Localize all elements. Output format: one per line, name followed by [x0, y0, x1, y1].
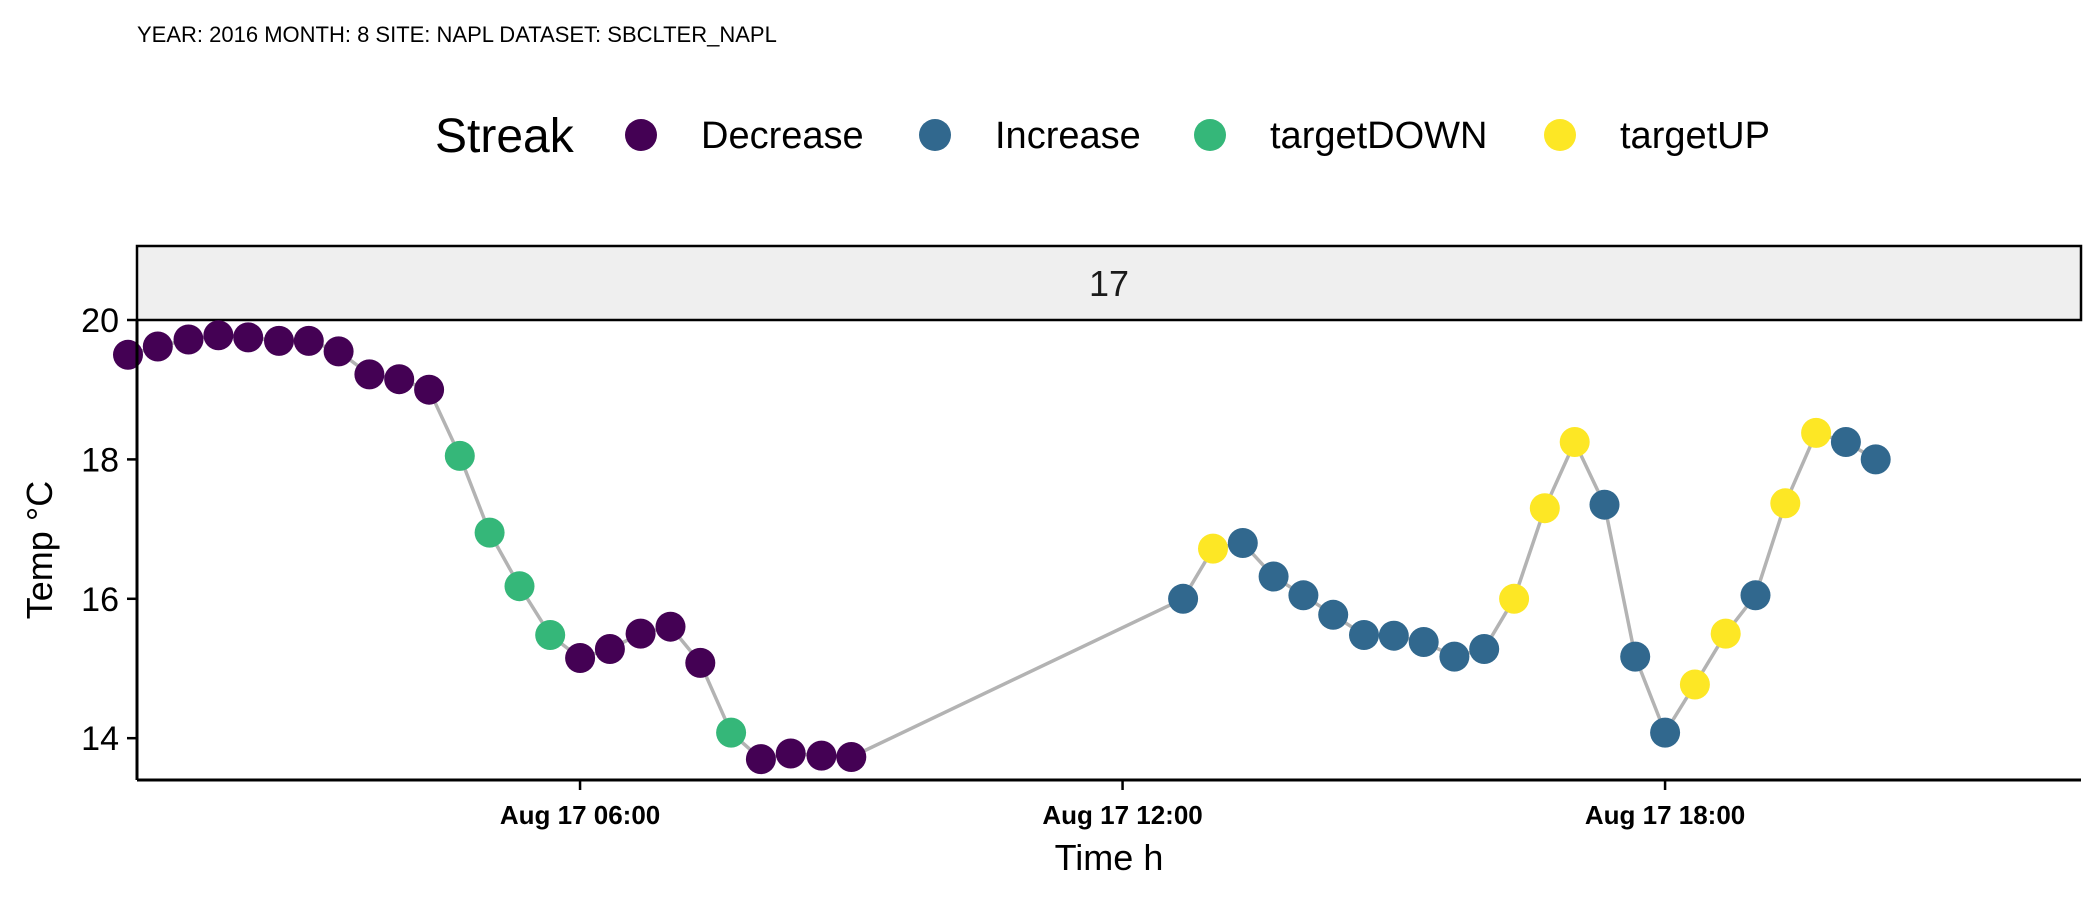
data-point-increase [1620, 641, 1651, 672]
legend: Streak Decrease Increase targetDOWN targetU… [435, 110, 1770, 163]
data-point-decrease [293, 325, 324, 356]
y-tick-label: 20 [81, 302, 119, 340]
data-point-increase [1258, 561, 1289, 592]
data-point-decrease [625, 618, 656, 649]
data-point-decrease [323, 336, 354, 367]
data-point-targetup [1499, 583, 1530, 614]
data-point-decrease [806, 740, 837, 771]
data-point-decrease [264, 325, 294, 356]
data-point-targetdown [716, 717, 747, 748]
data-point-increase [1830, 427, 1861, 457]
data-point-increase [1349, 620, 1379, 650]
data-point-increase [1168, 583, 1199, 614]
data-point-decrease [745, 744, 776, 775]
y-axis-title: Temp °C [19, 481, 60, 619]
data-point-decrease [836, 742, 867, 772]
data-point-increase [1408, 627, 1439, 657]
y-ticks: 14 16 18 20 [81, 302, 137, 758]
facet-strip: 17 [135, 244, 2083, 322]
y-tick-label: 18 [81, 441, 119, 479]
x-ticks: Aug 17 06:00 Aug 17 12:00 Aug 17 18:00 [500, 780, 1745, 830]
legend-title: Streak [435, 110, 575, 163]
data-point-increase [1227, 528, 1258, 558]
legend-key-targetup [1544, 119, 1576, 151]
data-point-decrease [775, 738, 806, 769]
data-point-increase [1439, 641, 1470, 672]
data-point-targetup [1801, 417, 1832, 448]
data-points [113, 320, 1891, 775]
data-point-targetdown [504, 571, 535, 602]
data-point-targetup [1529, 493, 1560, 524]
legend-key-decrease [625, 119, 657, 151]
data-point-targetdown [444, 440, 475, 471]
data-point-decrease [384, 364, 415, 395]
legend-label-decrease: Decrease [701, 115, 864, 157]
data-point-increase [1469, 634, 1500, 664]
data-point-decrease [233, 322, 264, 353]
data-point-decrease [354, 359, 385, 390]
y-tick-label: 14 [81, 720, 119, 758]
x-tick-label: Aug 17 18:00 [1585, 800, 1745, 830]
data-point-decrease [594, 634, 625, 664]
temperature-line [127, 333, 1877, 761]
data-point-increase [1650, 717, 1681, 748]
y-tick-label: 16 [81, 581, 119, 619]
data-point-targetdown [474, 517, 505, 548]
data-point-increase [1288, 580, 1319, 611]
x-tick-label: Aug 17 06:00 [500, 800, 660, 830]
legend-label-targetup: targetUP [1620, 115, 1770, 157]
data-point-decrease [685, 647, 716, 678]
data-point-decrease [203, 320, 234, 351]
legend-label-increase: Increase [995, 115, 1141, 157]
x-axis-title: Time h [1055, 837, 1164, 878]
legend-key-increase [919, 119, 951, 151]
data-point-increase [1860, 444, 1891, 475]
facet-strip-box [135, 244, 2083, 322]
data-point-increase [1378, 620, 1409, 651]
data-point-increase [1740, 580, 1771, 611]
facet-strip-label: 17 [1089, 263, 1129, 304]
data-point-targetup [1710, 618, 1741, 649]
data-point-decrease [142, 331, 173, 362]
data-point-targetup [1770, 488, 1801, 519]
data-point-targetdown [535, 620, 566, 650]
data-point-targetup [1559, 427, 1590, 457]
data-point-decrease [565, 643, 596, 673]
data-point-decrease [414, 374, 445, 405]
legend-key-targetdown [1194, 119, 1226, 151]
data-point-increase [1318, 599, 1349, 630]
chart-caption: YEAR: 2016 MONTH: 8 SITE: NAPL DATASET: … [137, 22, 777, 47]
x-tick-label: Aug 17 12:00 [1042, 800, 1202, 830]
data-point-targetup [1679, 669, 1710, 700]
data-point-increase [1589, 489, 1620, 520]
data-point-decrease [173, 324, 204, 355]
data-point-targetup [1198, 533, 1228, 564]
legend-label-targetdown: targetDOWN [1270, 115, 1487, 157]
data-point-decrease [655, 611, 686, 642]
series-line-group [127, 333, 1877, 761]
plot-panel [113, 320, 1891, 775]
